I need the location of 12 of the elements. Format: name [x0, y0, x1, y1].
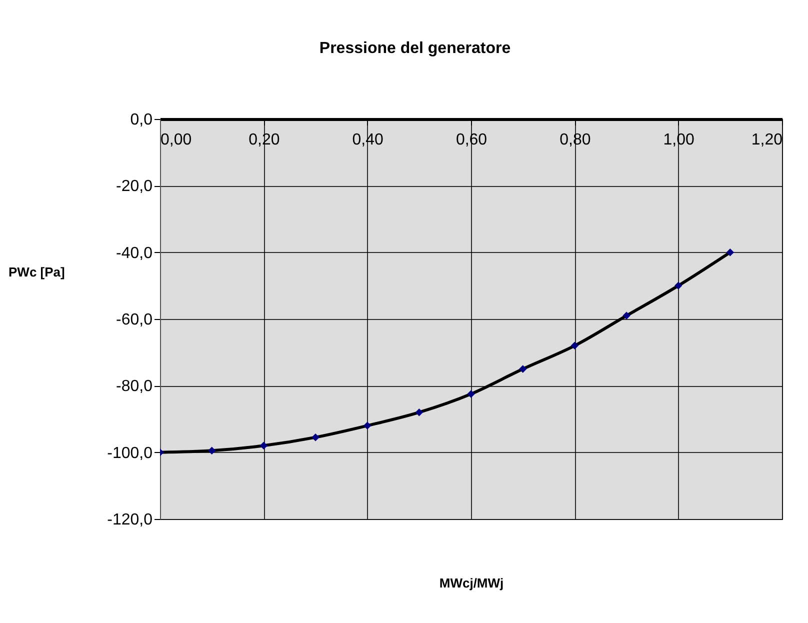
y-axis-title: PWc [Pa]	[8, 264, 65, 280]
x-tick-label: 1,20	[751, 132, 783, 148]
y-tick-label: -80,0	[116, 378, 153, 396]
y-tick-label: -120,0	[107, 512, 153, 528]
y-tick-label: -40,0	[116, 244, 153, 262]
x-axis-title: MWcj/MWj	[439, 576, 504, 590]
y-tick-label: -60,0	[116, 312, 153, 328]
y-tick-label: -20,0	[116, 178, 153, 196]
y-tick-label: -100,0	[107, 444, 153, 462]
x-tick-label: 0,00	[160, 132, 192, 148]
chart-title: Pressione del generatore	[319, 40, 511, 57]
y-tick-label: 0,0	[130, 112, 153, 128]
